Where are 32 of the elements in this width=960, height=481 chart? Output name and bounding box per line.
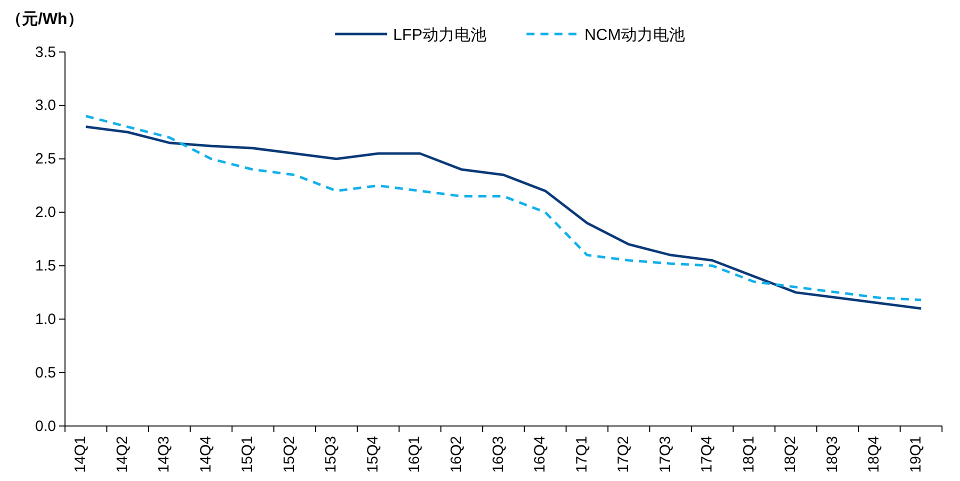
x-tick-label: 17Q4 xyxy=(698,436,716,473)
x-tick-label: 16Q4 xyxy=(532,436,549,473)
x-tick-label: 16Q3 xyxy=(490,436,507,473)
x-tick-label: 16Q2 xyxy=(448,436,465,473)
y-tick-label: 2.0 xyxy=(35,204,56,222)
y-tick-label: 1.5 xyxy=(35,258,56,275)
x-tick-label: 15Q1 xyxy=(239,436,256,473)
y-tick-label: 3.0 xyxy=(35,97,56,114)
x-tick-label: 15Q4 xyxy=(364,436,382,473)
y-tick-label: 3.5 xyxy=(35,44,56,61)
x-tick-label: 14Q3 xyxy=(156,436,173,473)
x-tick-label: 17Q2 xyxy=(615,436,632,473)
y-tick-label: 0.0 xyxy=(35,418,56,435)
x-tick-label: 18Q2 xyxy=(782,436,800,473)
legend-label: LFP动力电池 xyxy=(393,26,486,44)
x-tick-label: 18Q1 xyxy=(740,436,758,473)
y-axis-title: （元/Wh） xyxy=(6,11,84,28)
x-tick-label: 15Q2 xyxy=(280,436,298,473)
x-tick-label: 18Q3 xyxy=(824,436,841,473)
legend-label: NCM动力电池 xyxy=(584,26,685,44)
x-tick-label: 15Q3 xyxy=(322,436,340,473)
x-tick-label: 17Q3 xyxy=(656,436,674,473)
x-tick-label: 16Q1 xyxy=(406,436,424,473)
y-tick-label: 0.5 xyxy=(35,364,56,382)
x-tick-label: 18Q4 xyxy=(866,436,883,473)
x-tick-label: 14Q2 xyxy=(114,436,131,473)
x-tick-label: 14Q1 xyxy=(72,436,90,473)
x-tick-label: 14Q4 xyxy=(197,436,214,473)
x-tick-label: 17Q1 xyxy=(573,436,590,473)
y-tick-label: 2.5 xyxy=(35,150,56,168)
y-tick-label: 1.0 xyxy=(35,310,56,328)
x-tick-label: 19Q1 xyxy=(907,436,924,473)
